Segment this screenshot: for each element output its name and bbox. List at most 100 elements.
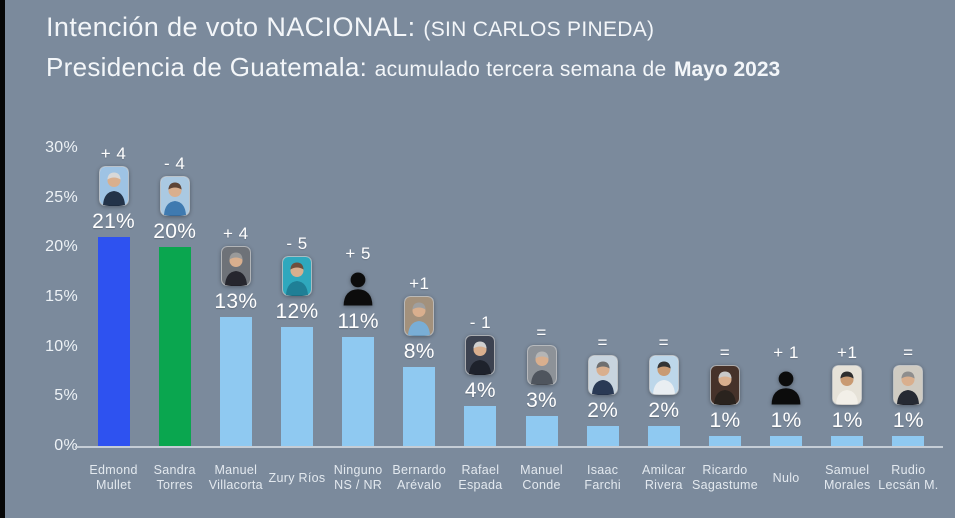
candidate-name-line: Isaac (586, 463, 619, 477)
value-label: 21% (92, 210, 136, 234)
y-axis-tick: 5% (54, 387, 78, 405)
candidate-name-line: Ricardo (702, 463, 748, 477)
y-axis-tick: 30% (45, 139, 78, 157)
candidate-name: Rudio Lecsán M. (878, 446, 938, 501)
candidate-avatar (768, 365, 804, 405)
change-label: - 1 (469, 313, 492, 333)
value-label: 8% (403, 339, 435, 363)
value-label: 11% (337, 309, 379, 333)
bar-stack: + 5 11% (337, 130, 379, 446)
chart-subtitle: Presidencia de Guatemala: acumulado terc… (46, 49, 935, 88)
candidate-column: - 4 20% Sandra Torres (144, 130, 205, 502)
change-label: - 5 (286, 233, 308, 253)
candidate-avatar (159, 176, 190, 217)
candidate-photo-image (281, 255, 312, 296)
candidate-column: +1 1% Samuel Morales (817, 130, 878, 502)
candidate-photo-image (526, 345, 557, 386)
value-label: 13% (214, 289, 258, 313)
bar-stack: - 1 4% (464, 130, 497, 446)
bar (770, 436, 803, 446)
value-label: 1% (770, 409, 802, 433)
x-axis-line (75, 446, 943, 448)
candidate-photo-image (893, 365, 924, 406)
value-label: 3% (526, 389, 558, 413)
y-axis-tick: 0% (54, 437, 78, 454)
chart-title: Intención de voto NACIONAL: (SIN CARLOS … (46, 8, 935, 49)
candidate-column: + 4 21% Edmond Mullet (83, 130, 144, 502)
candidate-avatar (98, 166, 129, 207)
change-label: + 5 (345, 243, 371, 263)
candidate-name-line: Lecsán M. (878, 478, 939, 492)
value-label: 1% (709, 409, 741, 433)
chart-title-paren: (SIN CARLOS PINEDA) (423, 18, 655, 41)
bar-stack: = 1% (708, 130, 741, 446)
change-label: = (658, 333, 670, 353)
candidate-name-line: Torres (156, 478, 193, 492)
value-label: 2% (648, 399, 680, 423)
candidate-photo-image (98, 166, 129, 207)
bar (831, 436, 864, 446)
bar (892, 436, 925, 446)
bar-stack: + 4 21% (92, 130, 135, 446)
change-label: +1 (409, 273, 430, 293)
candidate-name: Manuel Conde (520, 446, 563, 501)
bar-stack: = 2% (586, 130, 619, 446)
bar-stack: - 5 12% (276, 130, 319, 446)
bar-stack: = 2% (647, 130, 680, 446)
change-label: = (536, 323, 547, 343)
person-silhouette-icon (343, 272, 373, 306)
candidate-name-line: Amilcar (641, 463, 686, 477)
change-label: = (903, 343, 914, 363)
candidate-column: = 3% Manuel Conde (511, 130, 572, 502)
bar-stack: +1 8% (403, 130, 436, 446)
candidate-photo-image (587, 355, 618, 396)
candidate-name-line: Rafael (461, 463, 500, 477)
candidate-name: Amilcar Rivera (642, 446, 686, 501)
candidate-name-line: Sandra (153, 463, 196, 477)
candidate-column: +1 8% Bernardo Arévalo (389, 130, 450, 502)
candidate-name-line: Sagastume (692, 478, 758, 492)
bar-stack: + 4 13% (214, 130, 257, 446)
bar (708, 436, 741, 446)
value-label: 1% (892, 409, 924, 433)
y-axis-tick: 10% (45, 337, 78, 355)
y-axis: 30% 25% 20% 15% 10% 5% 0% (0, 0, 78, 518)
value-label: 1% (831, 409, 863, 433)
candidate-name: Ricardo Sagastume (692, 446, 758, 501)
y-axis-tick: 15% (45, 288, 78, 306)
chart-subtitle-main: Presidencia de Guatemala: (46, 52, 368, 82)
bar (464, 406, 497, 446)
candidate-photo-image (709, 365, 740, 406)
candidate-avatar (832, 365, 863, 406)
change-label: - 4 (164, 154, 186, 174)
value-label: 12% (275, 299, 319, 323)
candidate-name: Sandra Torres (154, 446, 196, 501)
change-label: +1 (837, 343, 858, 363)
chart-title-main: Intención de voto NACIONAL: (46, 12, 416, 42)
person-silhouette-icon (771, 371, 801, 405)
candidate-avatar (281, 255, 312, 296)
candidate-column: = 2% Isaac Farchi (572, 130, 633, 502)
bar (97, 237, 130, 446)
candidate-avatar (709, 365, 740, 406)
change-label: + 4 (223, 223, 249, 243)
bar-stack: + 1 1% (768, 130, 804, 446)
candidate-photo-image (832, 365, 863, 406)
candidate-avatar (404, 295, 435, 336)
candidate-photo-image (465, 335, 496, 376)
candidate-name-line: Farchi (584, 478, 621, 492)
bar (158, 247, 191, 446)
candidate-avatar (340, 266, 376, 306)
candidate-name: Manuel Villacorta (209, 446, 263, 501)
candidate-photo-image (404, 295, 435, 336)
value-label: 2% (587, 399, 619, 423)
bar (647, 426, 680, 446)
candidate-name-line: Bernardo (392, 463, 447, 477)
bar (525, 416, 558, 446)
candidate-name-line: Espada (458, 478, 503, 492)
bar (280, 326, 313, 446)
candidate-name: Isaac Farchi (584, 446, 621, 501)
candidate-name-line: Rudio (891, 463, 926, 477)
candidate-avatar (465, 335, 496, 376)
